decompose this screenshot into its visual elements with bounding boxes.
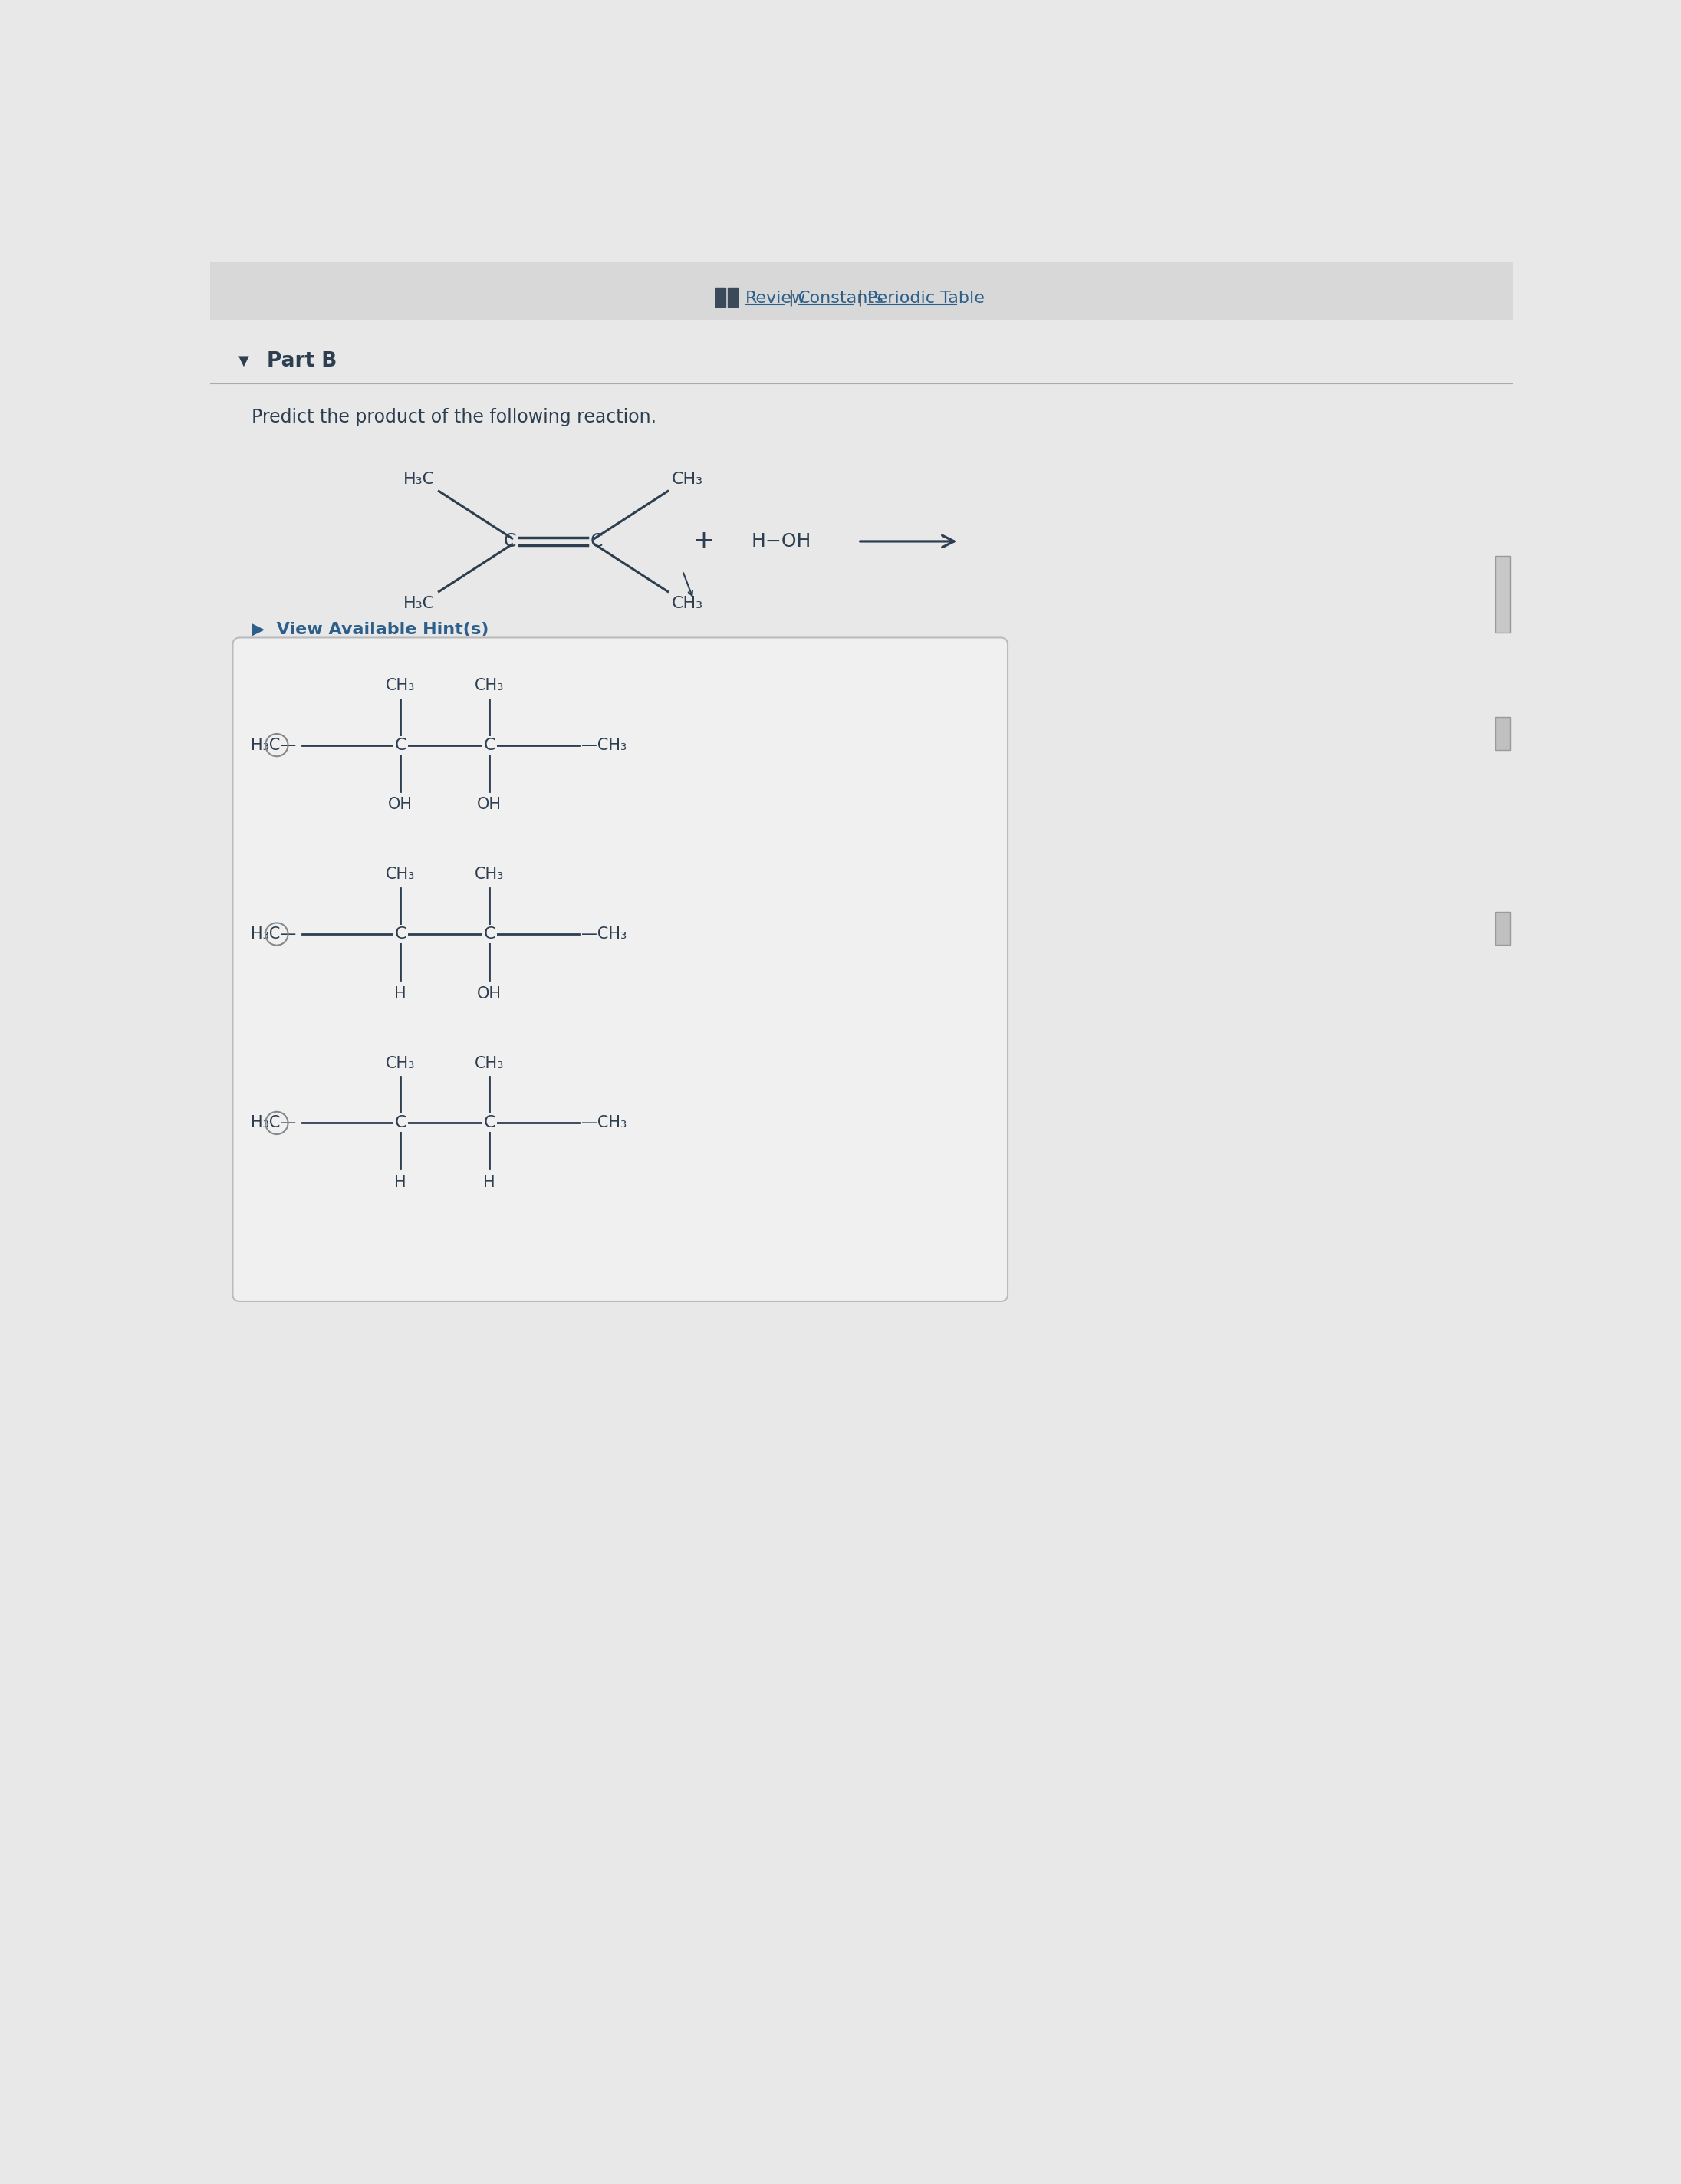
Text: CH₃: CH₃ [385,677,415,692]
FancyArrowPatch shape [861,535,955,548]
Text: CH₃: CH₃ [474,677,504,692]
Text: +: + [693,529,714,555]
Text: CH₃: CH₃ [474,867,504,882]
Text: ▼: ▼ [239,354,249,369]
Text: C: C [484,738,496,753]
Text: H: H [484,1175,496,1190]
Text: C: C [395,926,407,941]
Text: H₃C—: H₃C— [250,926,296,941]
Bar [210,262,1513,319]
Text: H₃C: H₃C [403,596,435,612]
Text: C: C [395,1116,407,1131]
Text: —CH₃: —CH₃ [582,926,627,941]
Text: OH: OH [477,797,501,812]
Text: H−OH: H−OH [751,533,810,550]
Text: —CH₃: —CH₃ [582,738,627,753]
Text: —CH₃: —CH₃ [582,1116,627,1131]
Text: H: H [395,1175,407,1190]
Text: H₃C: H₃C [403,472,435,487]
Text: C: C [395,738,407,753]
Bar [1494,716,1510,749]
Bar [728,288,738,308]
Text: CH₃: CH₃ [672,596,703,612]
Text: OH: OH [388,797,412,812]
Bar [1494,911,1510,946]
FancyBboxPatch shape [232,638,1007,1302]
Text: C: C [484,926,496,941]
Text: ▶  View Available Hint(s): ▶ View Available Hint(s) [252,622,489,638]
Bar [716,288,726,308]
Text: CH₃: CH₃ [474,1055,504,1070]
Text: C: C [590,533,603,550]
Text: H: H [395,985,407,1000]
Text: Review: Review [745,290,805,306]
Text: CH₃: CH₃ [385,867,415,882]
Text: CH₃: CH₃ [672,472,703,487]
Text: C: C [484,1116,496,1131]
Text: OH: OH [477,985,501,1000]
Text: |: | [788,290,793,306]
Text: Periodic Table: Periodic Table [867,290,985,306]
Text: C: C [504,533,516,550]
Text: H₃C—: H₃C— [250,738,296,753]
Text: Predict the product of the following reaction.: Predict the product of the following rea… [252,408,657,426]
Text: H₃C—: H₃C— [250,1116,296,1131]
Text: Part B: Part B [267,352,336,371]
Text: |: | [857,290,862,306]
Text: CH₃: CH₃ [385,1055,415,1070]
Text: Constants: Constants [798,290,884,306]
Bar [1494,557,1510,633]
